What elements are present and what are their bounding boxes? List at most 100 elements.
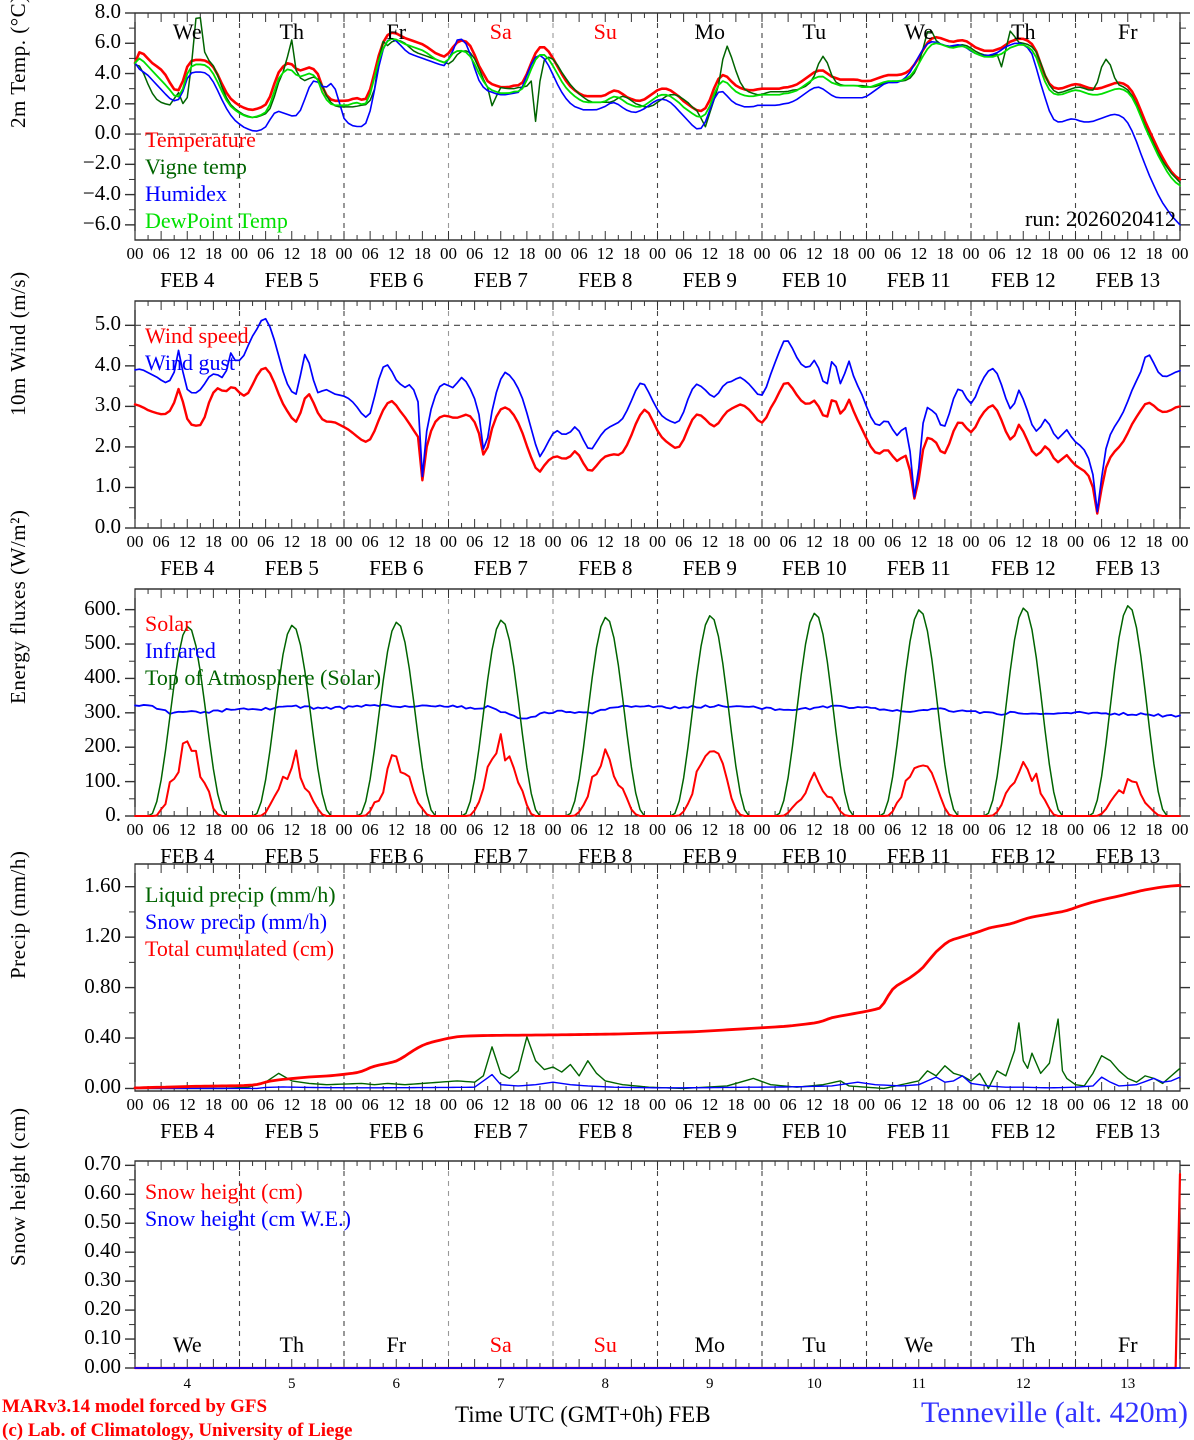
x-hour-tick: 00 <box>335 244 353 263</box>
x-hour-tick: 18 <box>518 1095 536 1114</box>
x-hour-tick: 12 <box>492 820 510 839</box>
x-hour-tick: 18 <box>413 820 431 839</box>
x-hour-tick: 00 <box>126 244 144 263</box>
x-hour-tick: 18 <box>204 244 222 263</box>
x-hour-tick: 18 <box>831 244 849 263</box>
y-tick-label: 0.20 <box>84 1296 121 1321</box>
x-hour-tick: 12 <box>283 244 301 263</box>
x-hour-tick: 18 <box>1145 1095 1163 1114</box>
x-hour-tick: 18 <box>518 532 536 551</box>
x-day-label: FEB 10 <box>781 556 847 580</box>
weekday-label-top: Th <box>1011 19 1036 44</box>
plot-area-precip <box>125 863 1190 1092</box>
y-tick-label: −4.0 <box>82 180 121 205</box>
x-day-number: 5 <box>288 1376 296 1392</box>
x-hour-tick: 00 <box>126 1095 144 1114</box>
x-hour-tick: 12 <box>910 244 928 263</box>
x-hour-tick: 06 <box>570 1095 588 1114</box>
y-tick-label: 0.0 <box>94 514 121 538</box>
x-hour-tick: 18 <box>727 532 745 551</box>
x-hour-tick: 18 <box>1145 532 1163 551</box>
y-tick-label: 0.40 <box>84 1238 121 1263</box>
x-hour-tick: 00 <box>649 820 666 839</box>
series-line-temperature <box>133 31 1182 181</box>
y-axis-title-precip: Precip (mm/h) <box>6 850 30 979</box>
x-hour-tick: 00 <box>753 532 771 551</box>
x-hour-tick: 06 <box>152 820 170 839</box>
x-day-label: FEB 10 <box>781 1119 847 1143</box>
weekday-label-top: Fr <box>386 19 407 44</box>
x-hour-tick: 06 <box>466 1095 484 1114</box>
legend-item-snow-height-cm: Snow height (cm) <box>145 1179 303 1204</box>
x-hour-tick: 00 <box>231 1095 248 1114</box>
x-hour-tick: 12 <box>178 820 196 839</box>
y-tick-label: 0.70 <box>84 1151 121 1176</box>
x-day-label: FEB 4 <box>160 556 215 580</box>
x-hour-tick: 00 <box>440 1095 457 1114</box>
x-hour-tick: 18 <box>936 532 954 551</box>
x-hour-tick: 18 <box>204 820 222 839</box>
x-hour-tick: 12 <box>387 532 405 551</box>
x-hour-tick: 12 <box>805 532 823 551</box>
x-day-label: FEB 7 <box>473 556 528 580</box>
x-hour-tick: 00 <box>858 244 875 263</box>
x-hour-tick: 12 <box>492 244 510 263</box>
x-hour-tick: 06 <box>1093 1095 1111 1114</box>
x-hour-tick: 12 <box>701 820 719 839</box>
x-hour-tick: 00 <box>962 532 980 551</box>
x-hour-tick: 06 <box>257 244 275 263</box>
x-hour-tick: 18 <box>1040 532 1058 551</box>
y-tick-label: 5.0 <box>94 311 121 336</box>
y-tick-label: 0.30 <box>84 1267 121 1292</box>
x-hour-tick: 00 <box>1067 532 1084 551</box>
plot-area-wind <box>125 300 1190 529</box>
x-hour-tick: 06 <box>570 532 588 551</box>
x-day-label: FEB 9 <box>682 556 737 580</box>
x-hour-tick: 00 <box>753 820 771 839</box>
x-day-label: FEB 13 <box>1095 556 1161 580</box>
series-line-wind-gust <box>134 317 1181 513</box>
x-hour-tick: 00 <box>858 820 875 839</box>
plot-area-energy_fluxes <box>125 588 1190 817</box>
x-hour-tick: 06 <box>152 1095 170 1114</box>
x-hour-tick: 06 <box>675 244 693 263</box>
x-hour-tick: 18 <box>309 532 327 551</box>
x-hour-tick: 00 <box>1171 1095 1189 1114</box>
x-hour-tick: 12 <box>805 1095 823 1114</box>
x-day-label: FEB 8 <box>578 1119 633 1143</box>
x-hour-tick: 00 <box>649 532 666 551</box>
y-tick-label: 2.0 <box>94 432 121 457</box>
x-hour-tick: 12 <box>910 820 928 839</box>
x-hour-tick: 12 <box>596 244 614 263</box>
weekday-label-top: Tu <box>802 19 827 44</box>
x-day-number: 4 <box>183 1376 192 1392</box>
x-hour-tick: 18 <box>204 532 222 551</box>
x-hour-tick: 18 <box>936 820 954 839</box>
x-hour-tick: 18 <box>727 244 745 263</box>
x-hour-tick: 00 <box>335 820 353 839</box>
x-hour-tick: 06 <box>257 820 275 839</box>
x-hour-tick: 12 <box>596 1095 614 1114</box>
y-tick-label: 1.60 <box>84 872 121 897</box>
y-tick-label: 0.60 <box>84 1180 121 1205</box>
x-hour-tick: 12 <box>1014 820 1032 839</box>
x-day-label: FEB 12 <box>990 556 1056 580</box>
x-day-label: FEB 6 <box>369 1119 424 1143</box>
x-hour-tick: 12 <box>178 244 196 263</box>
y-tick-label: −6.0 <box>82 210 121 235</box>
x-hour-tick: 00 <box>335 1095 353 1114</box>
x-hour-tick: 00 <box>544 244 562 263</box>
x-hour-tick: 06 <box>675 820 693 839</box>
weekday-label-top: Sa <box>489 19 512 44</box>
weekday-label-top: Mo <box>694 19 726 44</box>
x-hour-tick: 06 <box>779 532 797 551</box>
series-line-dewpoint-temp <box>134 37 1181 187</box>
x-hour-tick: 00 <box>440 532 457 551</box>
x-hour-tick: 12 <box>492 532 510 551</box>
x-hour-tick: 06 <box>257 532 275 551</box>
weekday-label-bottom: Fr <box>1117 1332 1138 1357</box>
x-hour-tick: 00 <box>544 820 562 839</box>
x-hour-tick: 06 <box>675 532 693 551</box>
x-hour-tick: 12 <box>701 1095 719 1114</box>
